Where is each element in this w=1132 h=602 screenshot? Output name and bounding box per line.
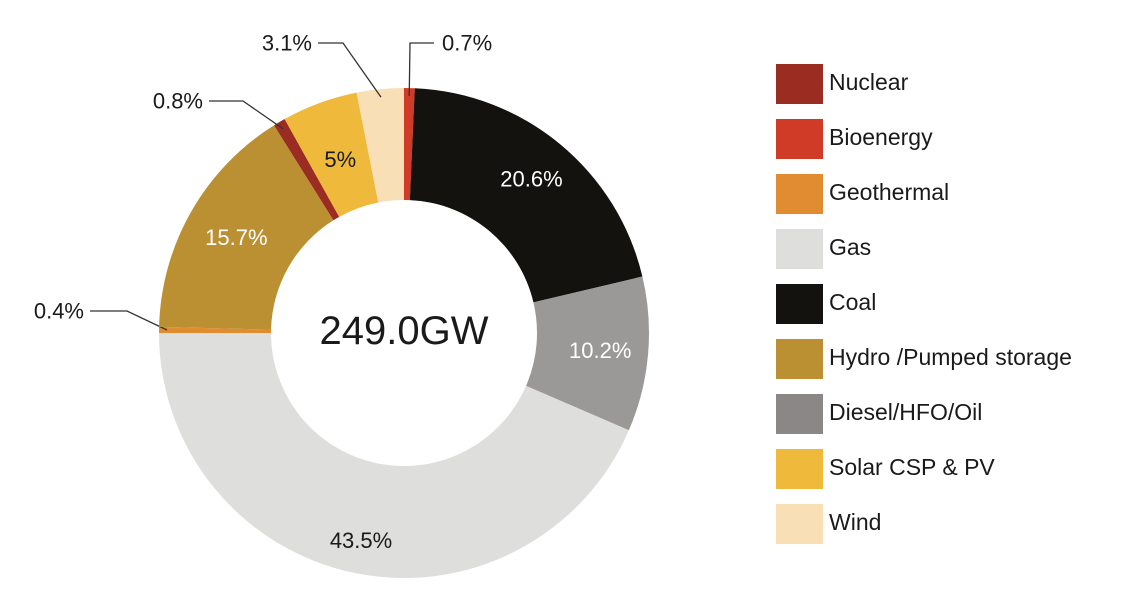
slice-hydro-pumped-storage [159,125,334,330]
legend-item-coal: Coal [776,284,1126,324]
leader-line-bioenergy [408,42,434,97]
slice-diesel-hfo-oil [526,276,649,431]
data-label-bioenergy: 0.7% [442,31,492,56]
legend-item-diesel: Diesel/HFO/Oil [776,394,1126,434]
legend-label-solar: Solar CSP & PV [829,454,995,480]
legend-label-bioenergy: Bioenergy [829,124,933,150]
data-label-nuclear: 0.8% [153,89,203,114]
donut-chart: 0.7% 20.6% 10.2% 43.5% 0.4% 15.7% 0.8% 5% 3.1% 24… [34,31,649,578]
legend-item-nuclear: Nuclear [776,64,1126,104]
slice-wind [356,88,404,203]
legend-swatch-bioenergy [776,119,823,159]
data-label-coal: 20.6% [500,166,562,191]
legend-label-wind: Wind [829,509,882,535]
data-label-diesel-hfo-oil: 10.2% [569,338,631,363]
leader-line-geothermal [90,310,168,331]
slice-nuclear [274,119,340,221]
data-label-geothermal: 0.4% [34,299,84,324]
legend-label-coal: Coal [829,289,877,315]
legend-swatch-solar [776,449,823,489]
legend-item-hydro: Hydro /Pumped storage [776,339,1126,379]
legend-swatch-wind [776,504,823,544]
legend-swatch-coal [776,284,823,324]
leader-line-nuclear [209,100,284,130]
legend-swatch-diesel [776,394,823,434]
slice-solar-csp-pv [284,92,379,217]
legend-label-hydro: Hydro /Pumped storage [829,344,1072,370]
slice-gas [158,333,629,578]
data-label-gas: 43.5% [330,528,392,553]
legend-item-solar: Solar CSP & PV [776,449,1126,489]
legend-item-geothermal: Geothermal [776,174,1126,214]
legend-label-geothermal: Geothermal [829,179,950,205]
legend-item-wind: Wind [776,504,1126,544]
slice-coal [409,88,643,303]
data-label-hydro-pumped-storage: 15.7% [205,225,267,250]
legend-label-gas: Gas [829,234,872,260]
legend-swatch-gas [776,229,823,269]
legend-swatch-hydro [776,339,823,379]
legend-label-diesel: Diesel/HFO/Oil [829,399,983,425]
legend-item-gas: Gas [776,229,1126,269]
data-label-wind: 3.1% [262,31,312,56]
slice-bioenergy [404,88,415,201]
legend-label-nuclear: Nuclear [829,69,909,95]
leader-line-wind [318,42,382,98]
data-label-solar-csp-pv: 5% [324,147,356,172]
legend-item-bioenergy: Bioenergy [776,119,1126,159]
legend: Nuclear Bioenergy Geothermal Gas Coal Hy… [776,64,1126,559]
center-total-label: 249.0GW [320,309,489,353]
legend-swatch-nuclear [776,64,823,104]
legend-swatch-geothermal [776,174,823,214]
slice-geothermal [159,326,272,333]
